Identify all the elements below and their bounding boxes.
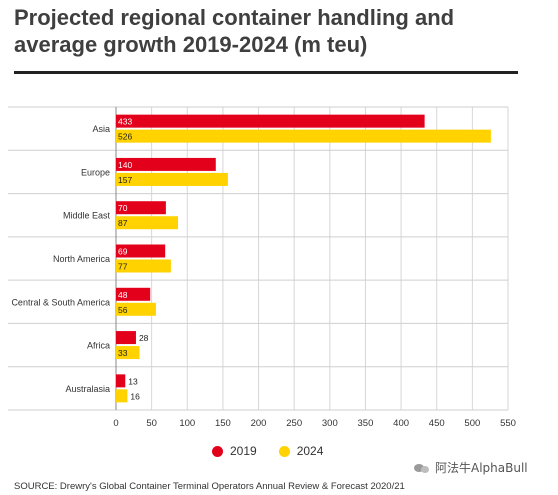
legend-swatch-2019 [212,445,223,457]
category-label-4: Central & South America [11,297,110,307]
category-label-1: Europe [81,167,110,177]
legend-label-2024: 2024 [296,444,324,458]
x-tick-label-500: 500 [464,418,480,429]
category-label-0: Asia [92,124,110,134]
category-label-3: North America [53,254,110,264]
x-tick-label-100: 100 [179,418,195,429]
data-label-2019-4: 48 [118,290,128,300]
x-tick-label-450: 450 [429,418,445,429]
x-tick-label-550: 550 [500,418,516,429]
category-label-2: Middle East [63,211,111,221]
x-tick-label-400: 400 [393,418,409,429]
x-tick-label-350: 350 [358,418,374,429]
bar-2024-6 [116,389,128,403]
x-tick-label-50: 50 [146,418,157,429]
data-label-2019-2: 70 [118,203,128,213]
bar-2019-2 [116,201,166,215]
bar-2024-3 [116,259,171,273]
bar-2024-0 [116,129,491,143]
bar-2024-1 [116,172,228,186]
data-label-2019-0: 433 [118,117,132,127]
bar-2019-6 [116,374,126,388]
category-label-5: Africa [87,341,110,351]
legend: 2019 2024 [212,444,345,458]
x-tick-label-300: 300 [322,418,338,429]
x-tick-label-200: 200 [251,418,267,429]
x-tick-label-150: 150 [215,418,231,429]
data-label-2019-6: 13 [128,376,138,386]
data-label-2019-1: 140 [118,160,132,170]
source-note: SOURCE: Drewry's Global Container Termin… [14,481,405,492]
data-label-2024-2: 87 [118,218,128,228]
watermark: 阿法牛AlphaBull [414,459,528,476]
title-divider [14,71,518,74]
legend-item-2024: 2024 [278,444,324,458]
data-label-2024-5: 33 [118,348,128,358]
bar-2019-3 [116,244,166,258]
chat-bubbles-icon [414,462,430,474]
data-label-2024-1: 157 [118,175,132,185]
legend-swatch-2024 [278,445,290,457]
bar-2024-2 [116,216,179,230]
bar-chart: 0 50 100 150 200 250 300 350 400 450 500 550 Asia 433… [8,106,516,429]
bar-2024-4 [116,302,156,316]
category-label-6: Australasia [65,384,110,394]
x-tick-label-250: 250 [286,418,302,429]
data-label-2019-3: 69 [118,247,128,257]
bar-2019-0 [116,114,425,128]
data-label-2024-4: 56 [118,305,128,315]
data-label-2024-6: 16 [130,391,140,401]
data-label-2024-0: 526 [118,132,132,142]
data-label-2024-3: 77 [118,262,128,272]
x-tick-label-0: 0 [113,418,118,429]
bar-2019-1 [116,157,216,171]
legend-item-2019: 2019 [212,444,257,458]
bar-2019-4 [116,287,151,301]
data-label-2019-5: 28 [139,333,149,343]
watermark-text: 阿法牛AlphaBull [435,461,528,475]
chart-title: Projected regional container handling an… [14,5,455,57]
bar-2024-5 [116,346,140,360]
bar-2019-5 [116,331,136,345]
legend-label-2019: 2019 [230,444,257,458]
